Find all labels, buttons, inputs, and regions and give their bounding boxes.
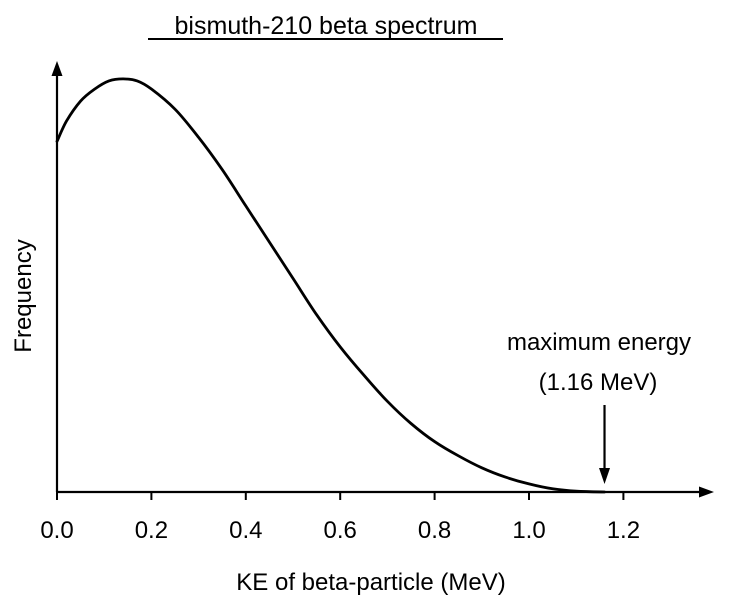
x-tick-label: 1.0 <box>512 517 545 544</box>
y-axis-label: Frequency <box>10 239 37 352</box>
x-axis-label: KE of beta-particle (MeV) <box>236 569 505 596</box>
x-tick-label: 0.8 <box>418 517 451 544</box>
x-tick-label: 1.2 <box>607 517 640 544</box>
x-tick-label: 0.6 <box>324 517 357 544</box>
spectrum-curve <box>55 77 606 494</box>
x-tick-label: 0.0 <box>40 517 73 544</box>
x-axis-arrowhead <box>699 486 714 498</box>
chart-title: bismuth-210 beta spectrum <box>175 12 478 40</box>
annotation-line1: maximum energy <box>507 329 691 356</box>
x-ticks: 0.0 0.2 0.4 0.6 0.8 1.0 1.2 <box>40 492 640 544</box>
annotation-line2: (1.16 MeV) <box>539 369 658 396</box>
x-tick-label: 0.4 <box>229 517 262 544</box>
y-axis-arrowhead <box>51 61 63 76</box>
annotation-arrowhead <box>599 468 611 484</box>
x-tick-label: 0.2 <box>135 517 168 544</box>
